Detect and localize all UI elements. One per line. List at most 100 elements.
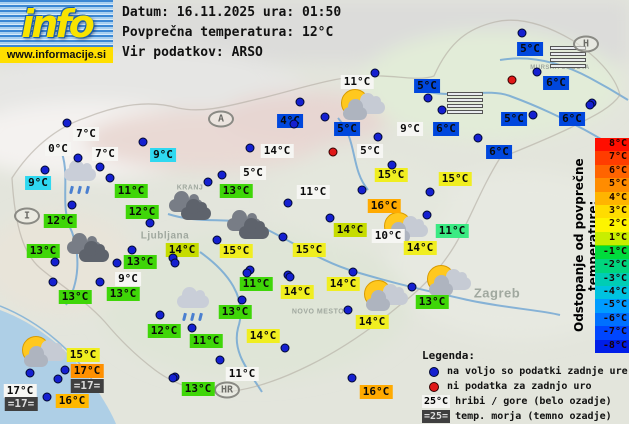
station-dot-data-available (25, 368, 35, 378)
scale-band: 3°C (595, 204, 629, 219)
station-dot-data-available (50, 257, 60, 267)
map-header: Datum: 16.11.2025 ura: 01:50 Povprečna t… (122, 3, 341, 63)
scale-band: -4°C (595, 286, 629, 300)
station-dot-data-available (60, 365, 70, 375)
legend-marker-dark-box: =25= (422, 410, 451, 423)
legend-marker-blue-dot (429, 366, 439, 377)
city-label: NOVO MESTO (291, 308, 345, 316)
legend-item-text: hribi / gore (belo ozadje) (455, 396, 612, 407)
station-temp-label: 13°C (415, 295, 449, 309)
station-dot-data-available (187, 323, 197, 333)
station-temp-label: 6°C (433, 122, 459, 136)
scale-band: -8°C (595, 339, 629, 354)
legend-item: na voljo so podatki zadnje ure (422, 364, 629, 379)
station-temp-label: 13°C (181, 382, 215, 396)
station-dot-data-available (217, 170, 227, 180)
station-dot-data-available (170, 258, 180, 268)
site-logo[interactable]: info www.informacije.si (0, 0, 113, 63)
station-temp-label: 13°C (123, 255, 157, 269)
station-temp-label: 12°C (43, 214, 77, 228)
station-temp-label: 13°C (26, 244, 60, 258)
country-marker-h: H (573, 35, 599, 53)
legend-item-text: na voljo so podatki zadnje ure (447, 366, 628, 377)
scale-band: -7°C (595, 326, 629, 340)
station-dot-data-available (473, 133, 483, 143)
station-temp-label: 6°C (486, 145, 512, 159)
logo-url-link[interactable]: www.informacije.si (0, 47, 113, 63)
scale-band: 6°C (595, 164, 629, 179)
station-temp-label: 12°C (125, 205, 159, 219)
station-dot-data-available (168, 373, 178, 383)
station-temp-label: 5°C (240, 166, 266, 180)
station-temp-label: 5°C (517, 42, 543, 56)
station-temp-label: 12°C (147, 324, 181, 338)
station-dot-data-available (212, 235, 222, 245)
station-dot-data-available (348, 267, 358, 277)
station-dot-data-available (280, 343, 290, 353)
country-marker-a: A (208, 110, 234, 128)
station-dot-data-available (242, 268, 252, 278)
station-dot-data-available (95, 162, 105, 172)
station-temp-label: 14°C (260, 144, 294, 158)
city-label: KRANJ (176, 184, 204, 192)
header-date-line: Datum: 16.11.2025 ura: 01:50 (122, 5, 342, 20)
station-temp-label: 14°C (246, 329, 280, 343)
station-dot-data-available (425, 187, 435, 197)
station-dot-data-available (289, 119, 299, 129)
scale-band: -3°C (595, 272, 629, 287)
station-temp-label: 15°C (219, 244, 253, 258)
station-temp-label: 13°C (218, 305, 252, 319)
station-dot-data-available (42, 392, 52, 402)
station-temp-label: 5°C (334, 122, 360, 136)
station-dot-data-available (237, 295, 247, 305)
station-temp-label: 10°C (371, 229, 405, 243)
station-dot-data-available (138, 137, 148, 147)
legend-marker-white-box: 25°C (422, 395, 451, 408)
scale-band: -2°C (595, 259, 629, 273)
legend-item: 25°C hribi / gore (belo ozadje) (422, 394, 629, 409)
scale-band: 1°C (595, 231, 629, 246)
station-temp-label: 17°C (70, 364, 104, 378)
scale-band: 4°C (595, 191, 629, 205)
station-temp-label: 13°C (58, 290, 92, 304)
station-dot-data-available (423, 93, 433, 103)
station-temp-label: 14°C (403, 241, 437, 255)
station-temp-label: 5°C (357, 144, 383, 158)
scale-title: Odstopanje od povprečne temperature: (572, 158, 600, 333)
station-dot-data-available (585, 100, 595, 110)
station-temp-label: 9°C (25, 176, 51, 190)
station-temp-label: 11°C (340, 75, 374, 89)
station-dot-data-available (387, 160, 397, 170)
header-average-temp-line: Povprečna temperatura: 12°C (122, 25, 334, 40)
scale-band: -1°C (595, 245, 629, 260)
legend-item-text: ni podatka za zadnjo uro (447, 381, 592, 392)
fog-icon (550, 46, 586, 68)
station-dot-data-available (48, 277, 58, 287)
city-label: Ljubljana (140, 230, 190, 242)
station-dot-data-available (62, 118, 72, 128)
legend-title: Legenda: (422, 349, 475, 362)
scale-band: 5°C (595, 178, 629, 192)
station-dot-data-available (532, 67, 542, 77)
station-dot-data-available (517, 28, 527, 38)
station-temp-label: 15°C (292, 243, 326, 257)
station-temp-label: =17= (4, 397, 38, 411)
station-temp-label: 9°C (397, 122, 423, 136)
scale-band: -5°C (595, 299, 629, 313)
station-temp-label: 0°C (45, 142, 71, 156)
station-temp-label: 15°C (66, 348, 100, 362)
legend-item-text: temp. morja (temno ozadje) (455, 411, 612, 422)
station-temp-label: 17°C (3, 384, 37, 398)
station-temp-label: 5°C (414, 79, 440, 93)
legend-marker-red-dot (429, 381, 439, 392)
city-label: MURSKA SOBOTA (530, 65, 590, 71)
station-dot-data-available (278, 232, 288, 242)
station-dot-data-available (203, 177, 213, 187)
station-dot-data-available (422, 210, 432, 220)
station-dot-data-available (95, 277, 105, 287)
station-temp-label: 16°C (367, 199, 401, 213)
legend-item: ni podatka za zadnjo uro (422, 379, 629, 394)
station-temp-label: 15°C (438, 172, 472, 186)
